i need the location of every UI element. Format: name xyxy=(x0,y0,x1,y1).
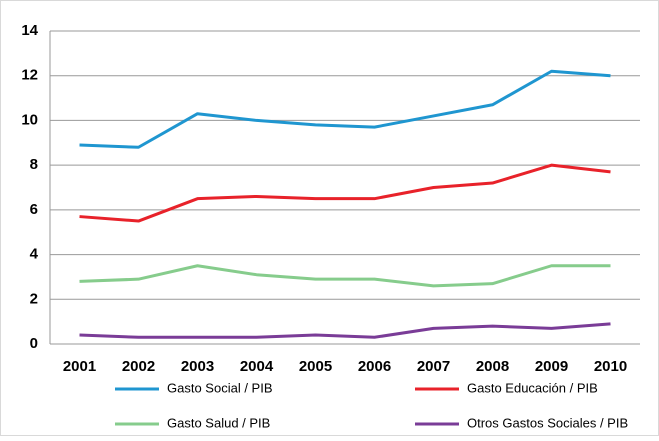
legend-label: Gasto Social / PIB xyxy=(167,380,273,395)
y-tick-label: 12 xyxy=(21,67,38,84)
y-tick-label: 10 xyxy=(21,111,38,128)
x-tick-label: 2009 xyxy=(535,358,568,375)
y-tick-label: 8 xyxy=(30,156,38,173)
line-series xyxy=(79,322,611,339)
x-tick-label: 2003 xyxy=(181,358,214,375)
legend-label: Otros Gastos Sociales / PIB xyxy=(467,415,628,430)
y-tick-label: 14 xyxy=(21,22,38,39)
line-series xyxy=(79,163,611,223)
y-tick-label: 2 xyxy=(30,290,38,307)
x-tick-label: 2001 xyxy=(63,358,96,375)
line-series xyxy=(79,264,611,288)
y-tick-label: 6 xyxy=(30,201,38,218)
legend-label: Gasto Salud / PIB xyxy=(167,415,270,430)
x-tick-label: 2010 xyxy=(594,358,627,375)
y-tick-label: 4 xyxy=(30,246,39,263)
x-tick-label: 2008 xyxy=(476,358,509,375)
x-tick-label: 2005 xyxy=(299,358,332,375)
x-tick-label: 2004 xyxy=(240,358,274,375)
legend-label: Gasto Educación / PIB xyxy=(467,380,598,395)
x-tick-label: 2006 xyxy=(358,358,391,375)
y-tick-label: 0 xyxy=(30,335,38,352)
x-tick-label: 2002 xyxy=(122,358,155,375)
line-series xyxy=(79,69,611,149)
x-tick-label: 2007 xyxy=(417,358,450,375)
